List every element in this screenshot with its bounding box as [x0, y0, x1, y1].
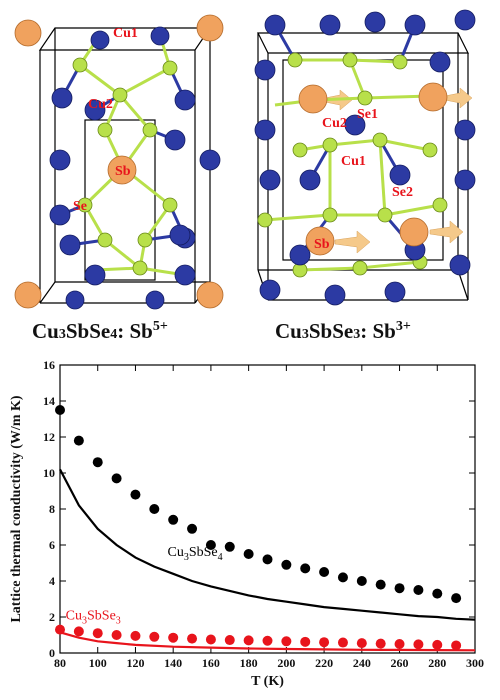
atom-label-cu2-left: Cu2	[88, 97, 113, 112]
atom-label-sb-left: Sb	[115, 164, 131, 179]
y-tick-label: 10	[43, 466, 55, 480]
y-tick-label: 0	[49, 646, 55, 660]
data-point-cu3sbse4	[281, 559, 292, 570]
x-tick-label: 120	[126, 656, 144, 670]
data-point-cu3sbse3	[413, 639, 424, 650]
data-point-cu3sbse3	[243, 635, 254, 646]
atom-label-cu1-left: Cu1	[113, 26, 138, 41]
data-point-cu3sbse4	[111, 473, 122, 484]
data-point-cu3sbse4	[55, 405, 65, 415]
data-point-cu3sbse3	[205, 634, 216, 645]
x-axis-title: T (K)	[251, 674, 284, 689]
orange-atoms-left	[14, 14, 224, 309]
data-point-cu3sbse4	[168, 514, 179, 525]
x-tick-label: 100	[89, 656, 107, 670]
y-tick-label: 12	[43, 430, 55, 444]
y-tick-label: 8	[49, 502, 55, 516]
structure-right: Cu2 Se1 Cu1 Se2 Sb Cu3SbSe3: Sb3+	[254, 9, 476, 343]
series-layer	[55, 405, 476, 652]
se-atoms-left	[72, 57, 178, 276]
x-tick-label: 140	[164, 656, 182, 670]
data-point-cu3sbse4	[356, 576, 367, 586]
data-point-cu3sbse3	[111, 630, 122, 640]
data-point-cu3sbse3	[432, 639, 443, 650]
data-point-cu3sbse4	[432, 588, 443, 599]
y-tick-label: 14	[43, 394, 55, 408]
y-tick-label: 6	[49, 538, 55, 552]
formula-right: Cu3SbSe3: Sb3+	[275, 319, 411, 343]
data-point-cu3sbse3	[262, 635, 273, 646]
atom-label-cu2-right: Cu2	[322, 116, 347, 131]
series-line-cu3sbse4	[59, 468, 476, 621]
data-point-cu3sbse4	[130, 489, 141, 500]
blue-atoms-left	[49, 26, 221, 310]
x-tick-label: 240	[353, 656, 371, 670]
series-label-cu3sbse4: Cu3SbSe4	[168, 545, 223, 563]
formula-left: Cu3SbSe4: Sb5+	[32, 319, 168, 343]
data-point-cu3sbse3	[281, 636, 292, 647]
atom-label-se1-right: Se1	[357, 107, 378, 122]
data-point-cu3sbse4	[300, 563, 311, 574]
data-point-cu3sbse4	[205, 540, 216, 550]
data-point-cu3sbse4	[187, 523, 198, 534]
y-tick-label: 4	[49, 574, 55, 588]
y-tick-label: 2	[49, 610, 55, 624]
data-point-cu3sbse4	[394, 583, 405, 594]
data-point-cu3sbse4	[337, 572, 348, 583]
data-point-cu3sbse3	[149, 631, 160, 642]
data-point-cu3sbse3	[375, 638, 386, 649]
data-point-cu3sbse3	[224, 635, 235, 646]
atom-label-se-left: Se	[73, 199, 87, 214]
se-atoms-right	[257, 52, 448, 278]
series-label-cu3sbse3: Cu3SbSe3	[66, 609, 121, 627]
data-point-cu3sbse3	[92, 628, 103, 639]
atom-label-se2-right: Se2	[392, 185, 413, 200]
x-tick-label: 260	[391, 656, 409, 670]
data-point-cu3sbse4	[243, 549, 254, 559]
x-tick-label: 80	[54, 656, 66, 670]
x-tick-label: 180	[240, 656, 258, 670]
data-point-cu3sbse4	[92, 457, 103, 468]
atom-label-cu1-right: Cu1	[341, 154, 366, 169]
orange-atoms-right	[298, 82, 448, 256]
series-line-cu3sbse3	[59, 631, 476, 652]
x-tick-label: 160	[202, 656, 220, 670]
blue-atoms-right	[254, 9, 476, 306]
data-point-cu3sbse3	[337, 637, 348, 648]
data-point-cu3sbse3	[319, 637, 330, 648]
data-point-cu3sbse4	[451, 593, 462, 604]
data-point-cu3sbse4	[262, 554, 273, 565]
crystal-structures: Cu1 Cu2 Sb Se Cu3SbSe4: Sb5+	[14, 9, 476, 343]
data-point-cu3sbse3	[300, 636, 311, 647]
x-tick-label: 200	[277, 656, 295, 670]
data-point-cu3sbse3	[187, 633, 198, 644]
data-point-cu3sbse4	[149, 504, 160, 514]
plot-frame	[59, 364, 476, 654]
data-point-cu3sbse3	[451, 640, 462, 651]
data-point-cu3sbse4	[73, 435, 84, 446]
x-tick-label: 280	[428, 656, 446, 670]
x-tick-label: 220	[315, 656, 333, 670]
data-point-cu3sbse4	[413, 585, 424, 595]
y-tick-label: 16	[43, 358, 55, 372]
x-tick-label: 300	[466, 656, 484, 670]
axis-ticks: 80 100 120 140 160 180 200 220 240 260 280 300 0 2 4 6 8…	[43, 358, 484, 670]
data-point-cu3sbse3	[130, 630, 141, 641]
atom-label-sb-right: Sb	[314, 237, 330, 252]
data-point-cu3sbse3	[73, 626, 84, 637]
data-point-cu3sbse4	[224, 541, 235, 552]
data-point-cu3sbse3	[356, 638, 367, 649]
thermal-conductivity-chart: 80 100 120 140 160 180 200 220 240 260 280 300 0 2 4 6 8…	[9, 358, 484, 689]
y-axis-title: Lattice thermal conductivity (W/m K)	[9, 395, 24, 622]
data-point-cu3sbse3	[394, 639, 405, 649]
data-point-cu3sbse4	[375, 579, 386, 590]
structure-left: Cu1 Cu2 Sb Se Cu3SbSe4: Sb5+	[14, 14, 224, 343]
data-point-cu3sbse4	[319, 567, 330, 577]
data-point-cu3sbse3	[168, 632, 179, 643]
